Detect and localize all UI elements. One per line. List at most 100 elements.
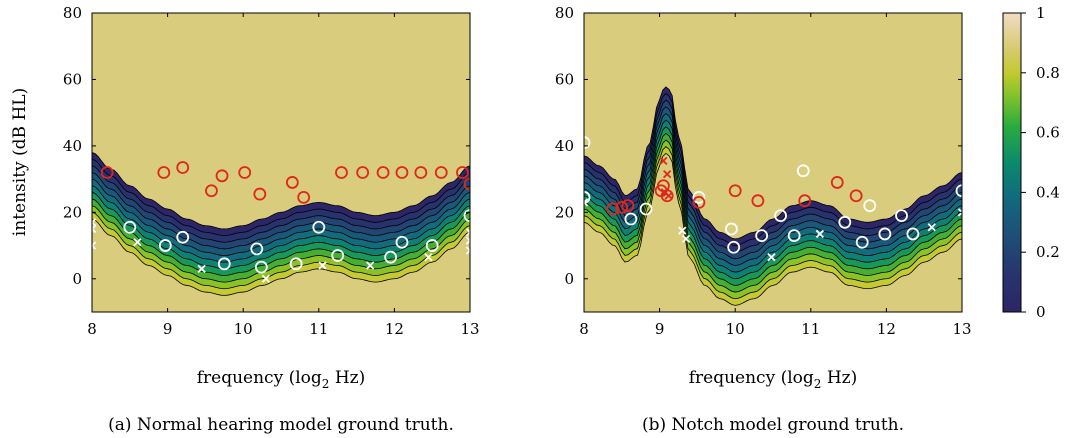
panel-a-unheard-circle [384,250,398,264]
panel-a-heard-circle [356,166,370,179]
panel-a-contour-line [92,158,470,236]
panel-b-xtick-label: 8 [579,320,589,338]
panel-b-unheard-circle [955,184,962,198]
panel-a-heard-circle [215,169,229,183]
panel-b-ytick-label: 80 [555,4,574,22]
panel-a-ytick-label: 80 [63,4,82,22]
panel-a-unheard-cross [197,264,206,273]
panel-b-heard-circle [692,195,706,209]
panel-b-unheard-circle [796,164,810,178]
panel-b-unheard-circle [584,136,591,149]
panel-a-x-ticks: 8 9 10 11 12 13 [87,13,480,338]
panel-a-unheard-circle [217,257,231,271]
panel-b-heard-cross [659,156,668,165]
colorbar-tick-label: 0.4 [1036,183,1060,201]
panel-b-ytick-label: 40 [555,137,574,155]
panel-a-unheard-circle [250,242,264,256]
panel-a-unheard-circle [425,239,439,252]
panel-b-heard-cross [663,169,672,179]
panel-b-unheard-circle [692,190,706,204]
panel-b-unheard-circle [774,209,787,223]
panel-b-contour-line [584,106,962,260]
panel-a-unheard-cross [465,236,470,245]
panel-b-unheard-circle [838,215,852,229]
panel-b-ytick-label: 0 [564,270,574,288]
panel-b-contour-line [584,139,962,293]
panel-b-heard-circle [660,189,674,203]
colorbar-ticks: 0 0.2 0.4 0.6 0.8 1 [1021,4,1060,321]
panel-a-heard-circle [395,166,409,179]
panel-b-unheard-circle [878,227,892,241]
panel-a-contour-line [92,152,470,230]
panel-a-contour-line [92,165,470,243]
panel-a-xtick-label: 11 [309,320,328,338]
panel-a-heard-circle [100,166,114,179]
panel-b-heard-circle [621,199,635,213]
panel-b-heard-circle [798,194,812,208]
panel-b-heard-circle [606,202,620,216]
panel-a-xtick-label: 10 [234,320,253,338]
panel-a-unheard-circle [123,220,137,234]
panel-b-unheard-cross [815,229,825,239]
panel-b-caption: (b) Notch model ground truth. [642,415,904,435]
panel-b-contour-line [584,132,962,286]
panel-a-unheard-cross [465,246,470,255]
panel-a-heard-circle [376,166,390,179]
panel-b-xtick-label: 10 [726,320,745,338]
panel-a-unheard-cross [92,218,97,227]
panel-b-xtick-label: 12 [877,320,896,338]
panel-a-unheard-cross [261,274,271,283]
panel-b-unheard-circle [725,222,738,236]
panel-a-contour-line [92,198,470,276]
panel-a-heard-circle [297,190,311,204]
panel-b-xlabel: frequency (log2 Hz) [689,368,858,391]
panel-a-heard-circle [253,187,267,201]
panel-a-plot [92,13,470,312]
panel-a-heard-circle [414,166,428,179]
panel-a-heard-circle [205,184,218,198]
panel-a-contour-line [92,218,470,296]
panel-b-heard-circle [751,194,765,208]
chart-panel-a: 8 9 10 11 12 13 0 20 40 60 80 frequency (log2 Hz)… [10,4,480,435]
panel-b-band-0 [584,153,962,312]
colorbar-tick-label: 0.2 [1036,243,1060,261]
panel-b-frame [583,12,963,313]
panel-b-unheard-circle [895,209,908,223]
panel-a-frame [91,12,471,313]
panel-a-ytick-label: 0 [72,270,82,288]
panel-a-unheard-circle [158,239,172,252]
panel-a-contour-line [92,205,470,283]
panel-b-heard-circle [615,200,629,214]
panel-a-unheard-cross [465,228,470,237]
panel-a-caption: (a) Normal hearing model ground truth. [108,415,454,435]
panel-a-heard-circle [285,176,299,189]
panel-a-heard-circle [157,166,171,179]
panel-a-ylabel: intensity (dB HL) [10,88,30,236]
chart-panel-b: 8 9 10 11 12 13 0 20 40 60 80 frequency (log2 Hz)… [555,4,972,435]
panel-b-plot [584,13,962,312]
panel-b-unheard-circle [755,229,769,242]
panel-a-unheard-cross [133,238,142,247]
panel-b-unheard-circle [863,199,877,213]
panel-a-unheard-circle [312,220,326,234]
panel-a-contour-line [92,211,470,290]
panel-b-unheard-circle [624,212,638,226]
panel-b-unheard-circle [855,235,869,249]
panel-a-xtick-label: 12 [385,320,404,338]
panel-a-xtick-label: 8 [87,320,97,338]
panel-b-unheard-cross [584,198,589,207]
panel-a-unheard-circle [176,230,190,244]
panel-b-unheard-cross [678,226,687,235]
panel-a-ytick-label: 40 [63,137,82,155]
panel-b-xtick-label: 11 [801,320,820,338]
panel-b-unheard-cross [957,208,962,217]
panel-b-heard-circle [728,184,742,198]
panel-a-contour-line [92,172,470,250]
colorbar-tick-label: 1 [1036,4,1046,22]
panel-a-unheard-circle [289,257,303,271]
panel-b-contour-line [584,119,962,273]
panel-b-unheard-circle [584,190,591,204]
panel-b-heard-circle [849,189,863,203]
colorbar-tick-label: 0.8 [1036,64,1060,82]
